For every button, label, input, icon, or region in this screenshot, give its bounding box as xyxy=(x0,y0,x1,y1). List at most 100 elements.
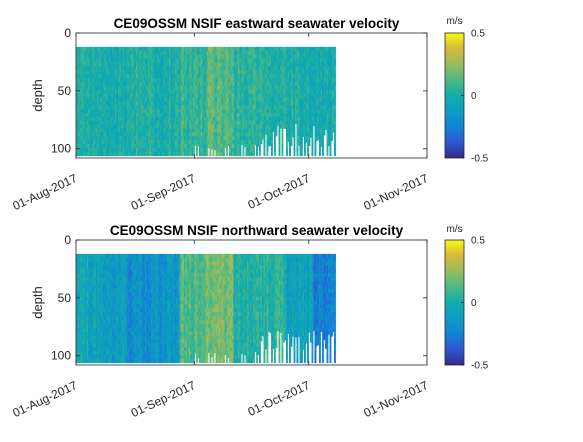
heatmap-cell xyxy=(294,132,296,136)
heatmap-cell xyxy=(324,132,326,135)
heatmap-cell xyxy=(226,152,228,156)
heatmap-cell xyxy=(294,140,296,144)
heatmap-cell xyxy=(289,152,291,156)
heatmap-cell xyxy=(279,144,281,148)
heatmap-cell xyxy=(286,144,288,148)
heatmap-cell xyxy=(207,152,209,156)
heatmap-cell xyxy=(334,94,336,98)
heatmap-cell xyxy=(271,136,273,140)
heatmap-cell xyxy=(327,152,329,156)
heatmap-cell xyxy=(334,78,336,82)
heatmap-cell xyxy=(316,140,318,141)
heatmap-cell xyxy=(193,148,195,152)
heatmap-cell xyxy=(279,152,281,156)
heatmap-cell xyxy=(334,90,336,94)
heatmap-cell xyxy=(282,148,284,152)
heatmap-cell xyxy=(294,144,296,148)
chart-title: CE09OSSM NSIF eastward seawater velocity xyxy=(114,16,400,31)
heatmap-cell xyxy=(307,148,309,152)
heatmap-cell xyxy=(334,86,336,90)
heatmap-cell xyxy=(312,148,314,152)
heatmap-cell xyxy=(294,148,296,152)
heatmap-cell xyxy=(309,140,311,144)
heatmap-cell xyxy=(226,148,228,152)
heatmap-cell xyxy=(322,144,324,148)
heatmap-cell xyxy=(301,140,303,144)
heatmap-cell xyxy=(264,152,266,156)
heatmap-cell xyxy=(264,136,266,140)
heatmap-cell xyxy=(271,152,273,156)
heatmap-cell xyxy=(282,136,284,140)
heatmap-cell xyxy=(334,109,336,113)
heatmap-cell xyxy=(330,148,332,152)
heatmap-cell xyxy=(334,55,336,59)
heatmap-cell xyxy=(286,152,288,156)
heatmap-cells xyxy=(76,254,336,363)
heatmap-cell xyxy=(259,148,261,152)
heatmap-cell xyxy=(334,125,336,129)
heatmap-cell xyxy=(274,136,276,140)
heatmap-cell xyxy=(330,152,332,156)
heatmap-cell xyxy=(312,140,314,144)
colorbar-tick-label: 0.5 xyxy=(471,29,485,40)
heatmap-cell xyxy=(289,148,291,152)
heatmap-cell xyxy=(274,148,276,152)
heatmap-cell xyxy=(274,140,276,144)
heatmap-cell xyxy=(261,140,263,144)
heatmap-cell xyxy=(334,113,336,117)
heatmap-cell xyxy=(304,148,306,152)
heatmap-cell xyxy=(312,136,314,140)
heatmap-cell xyxy=(301,144,303,148)
heatmap-cell xyxy=(334,62,336,66)
heatmap-cell xyxy=(271,144,273,148)
heatmap-cell xyxy=(279,128,281,132)
heatmap-cell xyxy=(334,66,336,70)
heatmap-cell xyxy=(334,51,336,55)
heatmap-cell xyxy=(259,152,261,156)
heatmap-cell xyxy=(282,152,284,156)
heatmap-cell xyxy=(334,82,336,86)
heatmap-cell xyxy=(271,148,273,152)
heatmap-cell xyxy=(282,132,284,136)
heatmap-cell xyxy=(304,144,306,148)
heatmap-cell xyxy=(327,148,329,152)
heatmap-cell xyxy=(264,148,266,152)
x-tick-label: 01-Sep-2017 xyxy=(129,171,198,213)
heatmap-cell xyxy=(334,101,336,105)
heatmap-cell xyxy=(223,152,225,156)
heatmap-cell xyxy=(315,152,317,156)
heatmap-cell xyxy=(279,136,281,140)
heatmap-cell xyxy=(267,148,269,152)
heatmap-cell xyxy=(294,125,296,129)
heatmap-cell xyxy=(334,47,336,51)
heatmap-cell xyxy=(334,140,336,144)
heatmap-cell xyxy=(243,152,245,156)
heatmap-cell xyxy=(334,148,336,152)
x-tick-label: 01-Aug-2017 xyxy=(10,171,79,213)
heatmap-cell xyxy=(312,152,314,156)
heatmap-cell xyxy=(319,148,321,152)
heatmap-cell xyxy=(334,144,336,148)
heatmap-cell xyxy=(309,144,311,146)
heatmap-cell xyxy=(334,136,336,140)
heatmap-cell xyxy=(315,144,317,148)
heatmap-cell xyxy=(304,152,306,156)
heatmap-cell xyxy=(207,148,209,152)
heatmap-cell xyxy=(256,152,258,156)
heatmap-cell xyxy=(312,132,314,136)
heatmap-cell xyxy=(291,144,293,146)
heatmap-cell xyxy=(322,136,324,140)
heatmap-cell xyxy=(334,121,336,125)
heatmap-cell xyxy=(196,148,198,152)
heatmap-cell xyxy=(282,144,284,148)
heatmap-cell xyxy=(282,128,284,132)
heatmap-cell xyxy=(243,148,245,152)
colorbar-tick-label: -0.5 xyxy=(471,154,489,165)
heatmap-cell xyxy=(264,140,266,144)
heatmap-cell xyxy=(223,148,225,152)
heatmap-cell xyxy=(259,144,261,148)
heatmap-cells xyxy=(76,47,336,156)
